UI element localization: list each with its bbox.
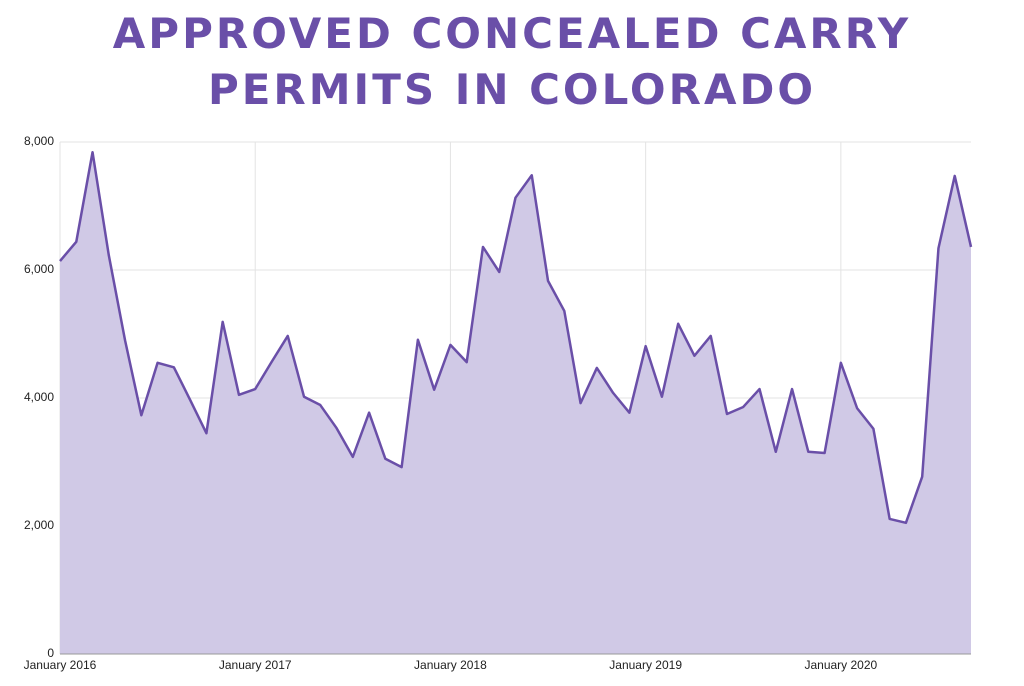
chart-title: APPROVED CONCEALED CARRY PERMITS IN COLO… [112,9,912,114]
y-tick-label: 2,000 [24,518,54,532]
x-tick-label: January 2017 [219,658,292,672]
x-tick-label: January 2019 [609,658,682,672]
y-tick-label: 4,000 [24,390,54,404]
line [59,150,973,525]
y-tick-label: 0 [47,646,54,660]
x-tick-label: January 2020 [804,658,877,672]
y-tick-label: 6,000 [24,262,54,276]
y-tick-label: 8,000 [24,134,54,148]
x-tick-label: January 2018 [414,658,487,672]
x-tick-label: January 2016 [24,658,97,672]
area [60,152,971,655]
